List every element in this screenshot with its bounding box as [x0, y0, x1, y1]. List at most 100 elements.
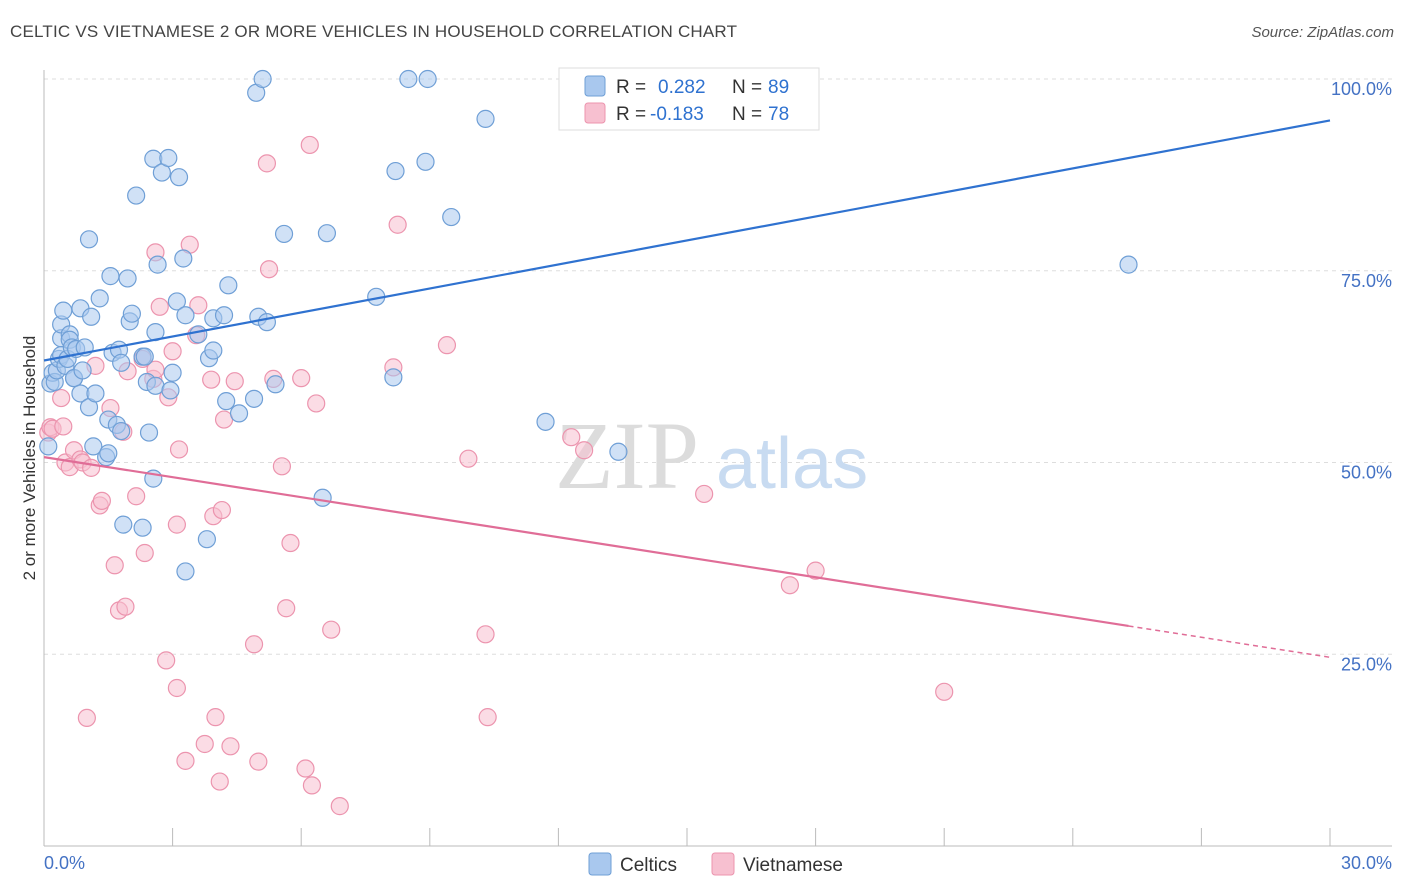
x-ticks [43, 828, 1331, 846]
celtic-point [148, 255, 167, 274]
celtic-point [163, 363, 182, 382]
celtic-point [214, 306, 234, 325]
celtic-point [54, 301, 73, 320]
vietnamese-point [54, 417, 73, 436]
celtic-point [101, 267, 120, 286]
celtic-point [118, 269, 137, 288]
celtic-point [167, 292, 186, 311]
celtic-point [197, 530, 216, 549]
celtic-point [217, 392, 236, 411]
vietnamese-point [202, 370, 221, 389]
vietnamese-point [277, 599, 296, 618]
y-tick-label: 100.0% [1331, 79, 1392, 99]
celtic-points [39, 69, 1138, 581]
celtic-point [112, 421, 131, 441]
vietnamese-point [167, 515, 186, 534]
vietnamese-point [476, 625, 495, 644]
celtic-point [90, 289, 109, 308]
vietnamese-point [221, 737, 240, 756]
vietnamese-point [780, 576, 799, 595]
celtic-point [253, 69, 272, 89]
watermark-zip: ZIP [555, 402, 699, 509]
series-legend: Celtics Vietnamese [588, 852, 843, 876]
celtic-point [174, 249, 193, 268]
celtic-point [176, 562, 195, 581]
celtic-point [39, 437, 58, 456]
vietnamese-point [167, 678, 186, 698]
vietnamese-bottom-legend-swatch [711, 852, 735, 876]
vietnamese-point [307, 394, 326, 413]
vietnamese-point [575, 441, 594, 460]
y-tick-labels: 25.0% 50.0% 75.0% 100.0% [1331, 79, 1392, 674]
vietnamese-point [212, 500, 231, 520]
vietnamese-point [935, 682, 954, 701]
vietnamese-point [459, 449, 478, 468]
celtic-point [536, 412, 555, 431]
celtic-point [122, 304, 141, 323]
vietnamese-point [105, 556, 124, 575]
x-tick-label-min: 0.0% [44, 853, 85, 873]
y-tick-label: 50.0% [1341, 463, 1392, 483]
vietnamese-point [163, 342, 182, 361]
celtic-point [127, 186, 146, 205]
vietnamese-point [296, 759, 315, 778]
vietnamese-point [244, 635, 264, 654]
celtic-point [266, 375, 285, 394]
celtic-point [114, 515, 133, 534]
vietnamese-point [116, 597, 135, 616]
vietnamese-point [92, 491, 111, 510]
celtic-point [204, 341, 223, 360]
celtic-n-label: N = [732, 77, 762, 98]
celtic-point [476, 109, 495, 128]
celtics-legend-swatch [588, 852, 612, 876]
vietnamese-legend-label: Vietnamese [743, 855, 843, 876]
chart-title: CELTIC VS VIETNAMESE 2 OR MORE VEHICLES … [10, 22, 738, 41]
vietnamese-point [169, 440, 189, 459]
celtic-point [169, 168, 189, 187]
vietnamese-point [257, 154, 277, 173]
celtic-point [176, 306, 195, 325]
celtic-point [189, 325, 208, 344]
celtics-legend-label: Celtics [620, 855, 677, 876]
celtic-point [159, 148, 178, 168]
watermark: ZIP atlas [555, 402, 868, 509]
vietnamese-point [695, 484, 714, 504]
celtic-point [139, 423, 159, 442]
x-tick-label-max: 30.0% [1341, 853, 1392, 873]
celtic-point [442, 207, 461, 227]
celtic-point [146, 376, 165, 395]
vietnamese-point [189, 296, 208, 315]
celtic-point [112, 353, 131, 372]
vietnamese-n-value: 78 [768, 104, 789, 125]
celtic-point [418, 69, 437, 89]
vietnamese-trend-line-extension [1128, 625, 1331, 659]
vietnamese-points [39, 135, 954, 816]
vietnamese-point [478, 708, 497, 727]
celtic-point [99, 444, 118, 463]
vietnamese-point [225, 372, 244, 391]
vietnamese-point [52, 388, 71, 408]
vietnamese-point [210, 772, 229, 791]
vietnamese-point [437, 336, 457, 355]
celtic-point [1119, 255, 1138, 274]
celtic-point [161, 381, 180, 400]
vietnamese-point [82, 458, 101, 477]
vietnamese-point [259, 260, 279, 279]
y-tick-label: 25.0% [1341, 654, 1392, 674]
vietnamese-point [322, 620, 341, 639]
celtic-trend-line [43, 119, 1331, 362]
celtic-point [257, 313, 277, 332]
vietnamese-point [127, 487, 146, 506]
celtic-point [317, 224, 337, 243]
vietnamese-point [302, 776, 322, 795]
gridlines [44, 78, 1392, 655]
trend-lines [43, 119, 1331, 659]
vietnamese-point [806, 561, 825, 580]
vietnamese-point [157, 651, 176, 670]
stats-legend: R = 0.282 N = 89 R = -0.183 N = 78 [558, 67, 820, 131]
celtic-point [133, 518, 152, 537]
celtic-point [84, 437, 103, 456]
source-label: Source: ZipAtlas.com [1251, 24, 1394, 41]
celtic-r-label: R = [616, 77, 646, 98]
